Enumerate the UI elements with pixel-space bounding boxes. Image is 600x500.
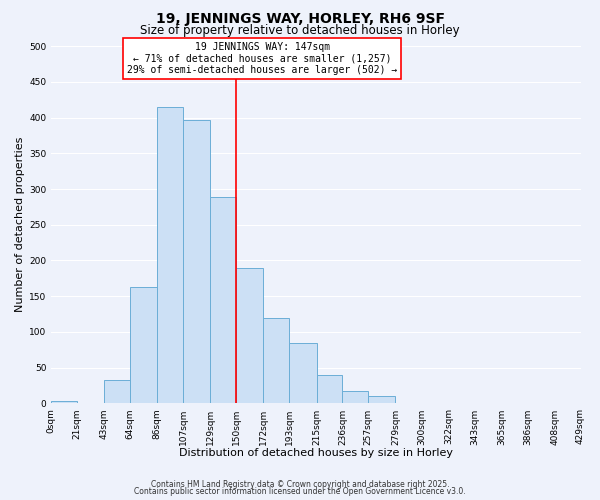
Text: 19 JENNINGS WAY: 147sqm
← 71% of detached houses are smaller (1,257)
29% of semi: 19 JENNINGS WAY: 147sqm ← 71% of detache… — [127, 42, 397, 75]
Bar — [368, 396, 395, 404]
Bar — [157, 107, 183, 404]
Bar — [289, 342, 317, 404]
Bar — [343, 390, 368, 404]
Text: Size of property relative to detached houses in Horley: Size of property relative to detached ho… — [140, 24, 460, 37]
Bar — [263, 318, 289, 404]
Bar — [51, 402, 77, 404]
Bar — [130, 287, 157, 404]
Text: Contains HM Land Registry data © Crown copyright and database right 2025.: Contains HM Land Registry data © Crown c… — [151, 480, 449, 489]
Bar — [317, 375, 343, 404]
Text: 19, JENNINGS WAY, HORLEY, RH6 9SF: 19, JENNINGS WAY, HORLEY, RH6 9SF — [155, 12, 445, 26]
Bar — [183, 120, 211, 404]
Text: Contains public sector information licensed under the Open Government Licence v3: Contains public sector information licen… — [134, 488, 466, 496]
X-axis label: Distribution of detached houses by size in Horley: Distribution of detached houses by size … — [179, 448, 453, 458]
Bar — [104, 380, 130, 404]
Y-axis label: Number of detached properties: Number of detached properties — [15, 137, 25, 312]
Bar — [211, 197, 236, 404]
Bar — [236, 268, 263, 404]
